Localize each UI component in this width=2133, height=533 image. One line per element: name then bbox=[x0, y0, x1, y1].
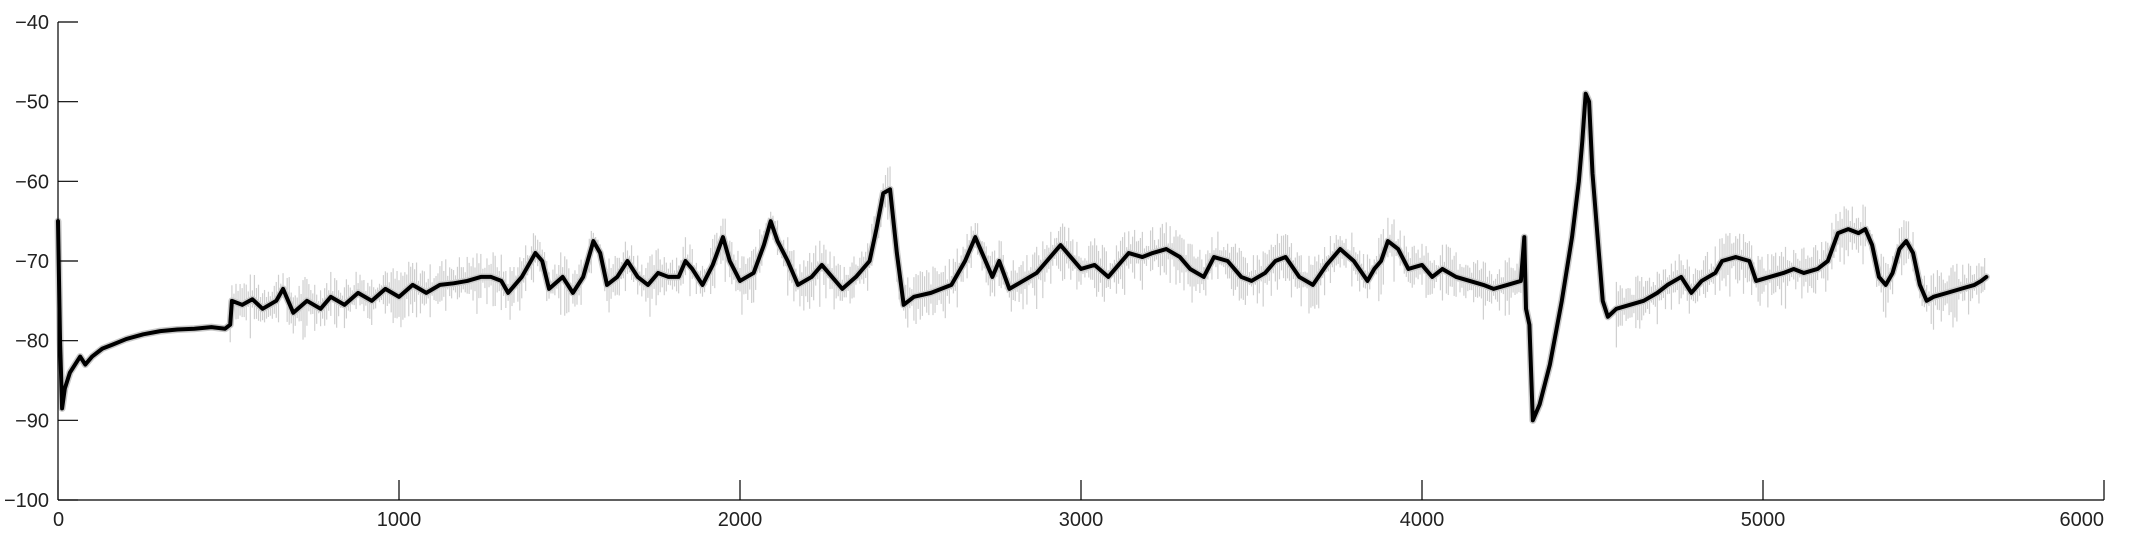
x-tick-label: 5000 bbox=[1741, 509, 1786, 531]
band-outline bbox=[54, 90, 1990, 424]
y-tick-label: −40 bbox=[15, 12, 49, 34]
x-tick-label: 4000 bbox=[1400, 509, 1445, 531]
y-tick-label: −60 bbox=[15, 171, 49, 193]
x-axis-ticks: 0 1000 2000 3000 4000 5000 6000 bbox=[53, 480, 2105, 531]
y-tick-label: −100 bbox=[4, 490, 49, 512]
variability-band bbox=[54, 90, 1990, 424]
x-tick-label: 0 bbox=[53, 509, 64, 531]
x-tick-label: 3000 bbox=[1059, 509, 1104, 531]
y-tick-label: −90 bbox=[15, 410, 49, 432]
mean-trace bbox=[56, 91, 1989, 423]
x-tick-label: 6000 bbox=[2060, 509, 2105, 531]
y-tick-label: −70 bbox=[15, 251, 49, 273]
x-tick-label: 2000 bbox=[718, 509, 763, 531]
y-axis-ticks: −40 −50 −60 −70 −80 −90 −100 bbox=[4, 12, 78, 512]
series-line bbox=[56, 91, 1989, 423]
y-tick-label: −80 bbox=[15, 331, 49, 353]
x-tick-label: 1000 bbox=[377, 509, 422, 531]
y-tick-label: −50 bbox=[15, 92, 49, 114]
